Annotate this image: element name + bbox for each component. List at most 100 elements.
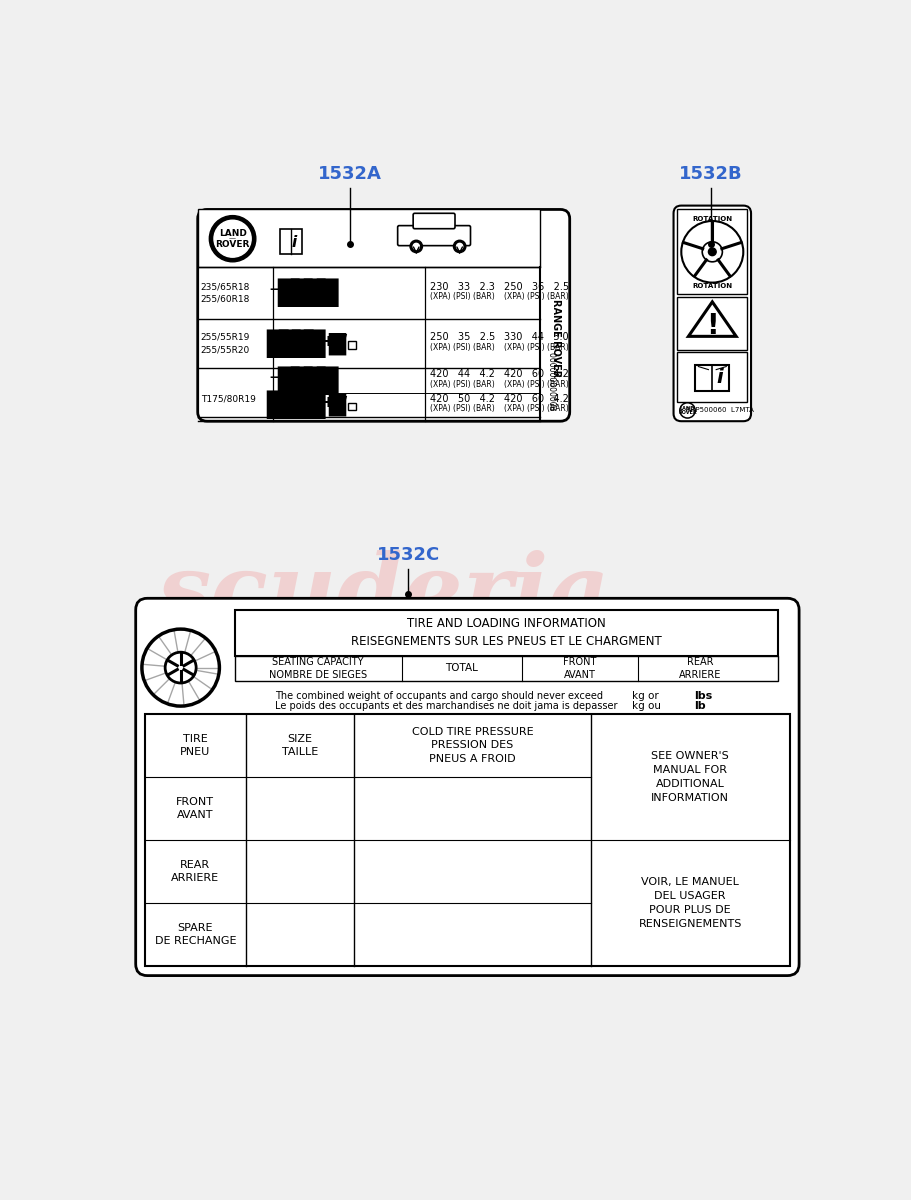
Bar — [592, 650, 614, 672]
Circle shape — [679, 403, 694, 418]
Bar — [679, 715, 701, 737]
Bar — [636, 607, 658, 629]
Text: █: █ — [327, 394, 344, 416]
Text: (XPA) (PSI) (BAR): (XPA) (PSI) (BAR) — [430, 379, 495, 389]
Bar — [679, 629, 701, 650]
Circle shape — [413, 244, 419, 250]
Text: REAR
ARRIERE: REAR ARRIERE — [171, 860, 220, 883]
Text: /: / — [342, 335, 347, 349]
Text: kg or: kg or — [631, 691, 658, 701]
Text: █: █ — [303, 329, 324, 358]
Text: The combined weight of occupants and cargo should never exceed: The combined weight of occupants and car… — [275, 691, 602, 701]
Bar — [658, 715, 679, 737]
Text: 420   50   4.2: 420 50 4.2 — [430, 394, 495, 404]
FancyBboxPatch shape — [673, 205, 751, 421]
Text: SEATING CAPACITY
NOMBRE DE SIEGES: SEATING CAPACITY NOMBRE DE SIEGES — [269, 658, 366, 679]
Text: REAR
ARRIERE: REAR ARRIERE — [678, 658, 721, 679]
FancyBboxPatch shape — [397, 226, 470, 246]
Text: 1532B: 1532B — [678, 164, 742, 182]
Text: R00000000000: R00000000000 — [549, 350, 558, 409]
Bar — [614, 715, 636, 737]
Bar — [636, 715, 658, 737]
Bar — [592, 672, 614, 694]
Circle shape — [681, 404, 693, 416]
Text: █: █ — [278, 391, 300, 419]
Text: ROTATION: ROTATION — [691, 216, 732, 222]
Text: (XPA) (PSI) (BAR): (XPA) (PSI) (BAR) — [503, 404, 568, 413]
Bar — [570, 672, 592, 694]
Circle shape — [410, 240, 422, 252]
Bar — [570, 629, 592, 650]
Bar — [592, 629, 614, 650]
Text: SEE OWNER'S
MANUAL FOR
ADDITIONAL
INFORMATION: SEE OWNER'S MANUAL FOR ADDITIONAL INFORM… — [650, 751, 729, 803]
Text: █: █ — [327, 332, 344, 355]
Text: —: — — [270, 371, 281, 384]
Text: ROVER: ROVER — [678, 410, 696, 415]
Bar — [677, 298, 746, 349]
Text: █: █ — [290, 366, 312, 395]
Text: RANGE ROVER: RANGE ROVER — [550, 299, 560, 378]
Text: █: █ — [291, 391, 312, 419]
Bar — [570, 715, 592, 737]
Bar — [614, 672, 636, 694]
Circle shape — [210, 216, 256, 262]
Text: 1532A: 1532A — [318, 164, 382, 182]
Bar — [658, 607, 679, 629]
Text: +: + — [322, 334, 334, 349]
Circle shape — [453, 240, 466, 252]
Text: 1532C: 1532C — [376, 546, 440, 564]
Bar — [658, 694, 679, 715]
Bar — [679, 694, 701, 715]
Text: 330   44   3.0: 330 44 3.0 — [503, 332, 568, 342]
Bar — [235, 656, 777, 680]
Text: RRP500060  L7MTA: RRP500060 L7MTA — [685, 408, 753, 414]
Text: LAND: LAND — [680, 407, 694, 412]
Text: TIRE
PNEU: TIRE PNEU — [180, 733, 210, 757]
Text: 420   44   4.2: 420 44 4.2 — [430, 370, 495, 379]
Text: T175/80R19: T175/80R19 — [200, 395, 255, 403]
Text: ROTATION: ROTATION — [691, 283, 732, 289]
Text: (XPA) (PSI) (BAR): (XPA) (PSI) (BAR) — [503, 293, 568, 301]
Bar — [145, 714, 789, 966]
Text: █: █ — [303, 278, 324, 307]
Bar — [614, 650, 636, 672]
Bar — [658, 650, 679, 672]
Bar — [658, 629, 679, 650]
Text: scuderia: scuderia — [157, 551, 609, 641]
Text: FRONT
AVANT: FRONT AVANT — [176, 797, 214, 820]
Bar — [570, 607, 592, 629]
Bar — [636, 629, 658, 650]
Text: █: █ — [277, 366, 298, 395]
Text: VOIR, LE MANUEL
DEL USAGER
POUR PLUS DE
RENSEIGNEMENTS: VOIR, LE MANUEL DEL USAGER POUR PLUS DE … — [638, 877, 741, 929]
Bar — [592, 607, 614, 629]
Bar — [679, 650, 701, 672]
Bar — [679, 672, 701, 694]
Text: lb: lb — [693, 701, 704, 710]
Text: █: █ — [303, 366, 324, 395]
Bar — [570, 694, 592, 715]
Bar — [658, 672, 679, 694]
Bar — [592, 715, 614, 737]
Bar — [679, 607, 701, 629]
Text: /: / — [342, 396, 347, 410]
Text: TIRE AND LOADING INFORMATION
REISEGNEMENTS SUR LES PNEUS ET LE CHARGMENT: TIRE AND LOADING INFORMATION REISEGNEMEN… — [351, 618, 661, 648]
Bar — [235, 610, 777, 656]
Bar — [614, 629, 636, 650]
Text: i: i — [292, 235, 297, 250]
Text: █: █ — [291, 329, 312, 358]
Text: SIZE
TAILLE: SIZE TAILLE — [281, 733, 318, 757]
Text: (XPA) (PSI) (BAR): (XPA) (PSI) (BAR) — [430, 343, 495, 352]
Text: car  parts: car parts — [172, 641, 398, 685]
Text: █: █ — [266, 329, 287, 358]
Text: █: █ — [266, 391, 287, 419]
Bar — [694, 365, 729, 391]
Text: 420   60   4.2: 420 60 4.2 — [503, 370, 568, 379]
Bar — [636, 650, 658, 672]
FancyBboxPatch shape — [136, 599, 798, 976]
Text: ROVER: ROVER — [215, 240, 250, 248]
Bar — [198, 210, 539, 268]
Text: i: i — [716, 368, 722, 386]
Circle shape — [214, 221, 251, 257]
Text: 250   35   2.5: 250 35 2.5 — [430, 332, 495, 342]
Text: lbs: lbs — [693, 691, 711, 701]
